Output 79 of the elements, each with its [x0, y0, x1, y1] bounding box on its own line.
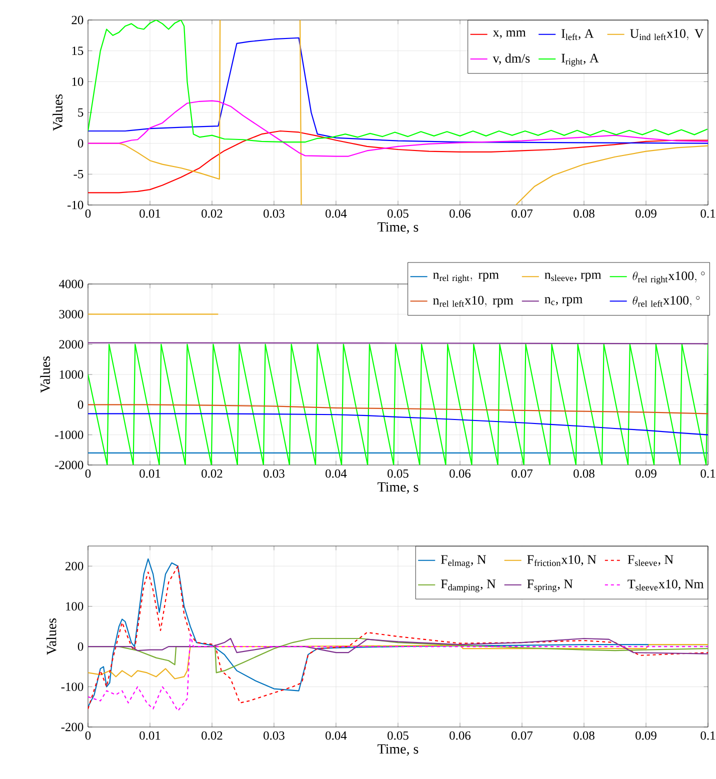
y-tick-label: 0	[78, 139, 84, 148]
x-tick-label: 0.01	[140, 209, 160, 218]
x-tick-label: 0.02	[202, 469, 222, 478]
legend-label: F$_{friction}$x10, N	[527, 555, 596, 566]
x-tick-label: 0.1	[700, 731, 716, 740]
x-tick-label: 0.05	[388, 731, 408, 740]
x-tick-label: 0.07	[512, 209, 533, 218]
x-tick-label: 0.06	[450, 209, 471, 218]
y-tick-label: -5	[74, 170, 84, 178]
x-tick-label: 0.07	[512, 731, 533, 740]
legend-label: $\mathrm{n_{rel\ left}x10,\ rpm}$	[433, 296, 514, 308]
y-tick-label: -200	[61, 722, 84, 732]
x-tick-label: 0.05	[388, 209, 408, 218]
y-tick-label: -2000	[55, 460, 84, 470]
legend-label: $\theta_{\mathrm{rel\ left}}\mathrm{x100,}\ ^{\circ}$	[632, 296, 700, 307]
x-tick-label: 0.1	[700, 209, 716, 218]
legend-label: F$_{elmag}$, N	[440, 555, 486, 568]
x-tick-label: 0.04	[326, 469, 347, 478]
y-tick-label: 15	[72, 46, 84, 55]
y-axis-title: Values	[46, 618, 56, 655]
x-tick-label: 0.04	[326, 209, 347, 218]
legend-label: T$_{sleeve}$x10, Nm	[628, 580, 704, 590]
x-tick-label: 0.03	[264, 731, 284, 740]
legend-label: $\mathrm{U_{ind\ left}x10,\ V}$	[630, 29, 704, 40]
x-axis-title: Time, s	[378, 744, 418, 756]
line-series	[88, 130, 708, 194]
x-tick-label: 0.08	[574, 209, 594, 218]
x-tick-label: 0	[85, 731, 91, 740]
x-tick-label: 0.03	[264, 469, 284, 478]
y-tick-label: 5	[78, 108, 84, 117]
x-tick-label: 0.02	[202, 209, 222, 218]
x-tick-label: 0.08	[574, 469, 594, 478]
y-tick-label: 200	[66, 562, 84, 570]
legend-label: F$_{spring}$, N	[527, 580, 573, 592]
y-tick-label: 100	[66, 602, 84, 611]
x-tick-label: 0.02	[202, 731, 222, 740]
line-series	[88, 634, 708, 712]
x-tick-label: 0	[85, 469, 91, 478]
legend-label: I$_{right}$, A	[562, 54, 599, 66]
y-tick-label: 0	[78, 400, 84, 409]
x-tick-label: 0.07	[512, 469, 533, 478]
legend-label: v, dm/s	[492, 54, 530, 65]
legend-label: I$_{left}$, A	[562, 29, 594, 40]
x-axis-title: Time, s	[378, 222, 418, 234]
legend-label: F$_{damping}$, N	[440, 580, 496, 592]
y-tick-label: 4000	[58, 280, 84, 288]
y-tick-label: 0	[78, 642, 84, 651]
line-series	[88, 638, 708, 654]
legend-label: x, mm	[492, 30, 526, 39]
x-tick-label: 0.06	[450, 731, 471, 740]
x-tick-label: 0.05	[388, 469, 408, 478]
y-tick-label: 2000	[59, 340, 84, 349]
legend-label: F$_{sleeve}$, N	[628, 555, 674, 566]
y-tick-label: -1000	[55, 430, 84, 440]
y-tick-label: 20	[72, 16, 84, 24]
x-tick-label: 0.08	[574, 731, 594, 740]
legend-label: n$_{sleeve}$, rpm	[544, 272, 602, 282]
x-tick-label: 0.06	[450, 469, 471, 478]
x-tick-label: 0.09	[636, 469, 656, 478]
y-axis-title: Values	[52, 94, 63, 131]
legend-label: $\mathrm{n_{rel\ right},\ rpm}$	[433, 272, 499, 283]
line-series	[88, 100, 708, 157]
x-tick-label: 0.03	[264, 209, 284, 218]
x-tick-label: 0.1	[700, 469, 716, 478]
x-tick-label: 0.01	[140, 731, 160, 740]
x-tick-label: 0.01	[140, 469, 160, 478]
x-tick-label: 0.09	[636, 209, 656, 218]
x-axis-title: Time, s	[378, 482, 418, 494]
legend-label: $\theta_{\mathrm{rel\ right}}\mathrm{x100,}\ ^{\circ}$	[632, 271, 705, 284]
x-tick-label: 0.04	[326, 731, 347, 740]
x-tick-label: 0.09	[636, 731, 656, 740]
y-tick-label: 10	[72, 77, 84, 86]
x-tick-label: 0	[85, 209, 91, 218]
y-tick-label: 3000	[59, 310, 84, 318]
y-tick-label: -100	[61, 682, 84, 691]
legend-label: n$_{c}$, rpm	[544, 297, 583, 306]
y-axis-title: Values	[40, 356, 50, 393]
y-tick-label: 1000	[60, 370, 84, 379]
y-tick-label: -10	[68, 200, 84, 210]
